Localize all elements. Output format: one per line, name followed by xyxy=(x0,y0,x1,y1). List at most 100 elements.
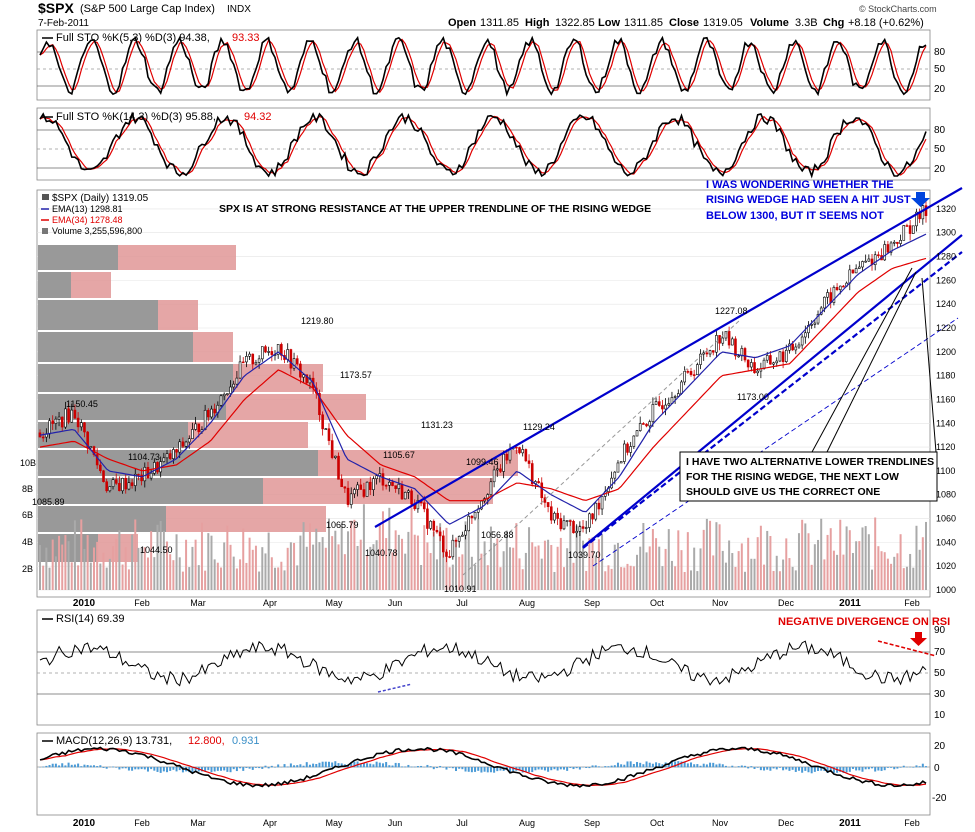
rsi-tick: 90 xyxy=(934,625,946,636)
candle-body xyxy=(892,241,896,244)
candle-body xyxy=(137,473,140,476)
macd-hist-bar xyxy=(401,766,404,768)
candle-body xyxy=(187,438,191,443)
volume-bar xyxy=(493,542,496,590)
volume-bar xyxy=(620,567,623,590)
sto2-tick-20: 20 xyxy=(934,164,946,175)
volume-bar xyxy=(788,558,791,590)
annotation-box-line1: I HAVE TWO ALTERNATIVE LOWER TRENDLINES xyxy=(686,456,934,468)
volume-bar xyxy=(362,504,365,590)
macd-hist-bar xyxy=(435,767,438,769)
candle-body xyxy=(111,479,115,487)
volume-profile-bar xyxy=(193,332,233,362)
volume-bar xyxy=(280,561,283,590)
volume-bar xyxy=(96,541,99,590)
macd-hist-bar xyxy=(99,765,102,768)
volume-bar xyxy=(356,545,359,590)
candle-body xyxy=(454,539,458,542)
macd-hist-bar xyxy=(899,767,902,768)
macd-hist-bar xyxy=(340,763,343,768)
sto1-d-value: 93.33 xyxy=(232,32,260,44)
macd-hist-bar xyxy=(613,765,616,768)
volume-bar xyxy=(159,521,162,590)
x-axis-label: Sep xyxy=(584,598,600,608)
candle-body xyxy=(835,287,839,291)
macd-hist-bar xyxy=(54,763,57,768)
macd-hist-bar xyxy=(388,765,391,768)
candle-body xyxy=(203,409,207,430)
volume-bar xyxy=(226,525,229,590)
candle-body xyxy=(762,359,766,369)
sto2-panel: Full STO %K(14,3) %D(3) 95.88, 94.32 80 … xyxy=(36,107,946,181)
price-label: 1173.57 xyxy=(340,370,372,380)
candle-body xyxy=(492,469,496,483)
candle-body xyxy=(642,423,645,425)
candle-body xyxy=(232,383,236,388)
volume-bar xyxy=(677,530,680,590)
volume-bar xyxy=(64,535,67,590)
volume-bar xyxy=(886,558,889,590)
volume-bar xyxy=(594,555,597,590)
candle-body xyxy=(140,474,143,482)
macd-hist-bar xyxy=(832,767,835,773)
candle-body xyxy=(638,423,642,431)
macd-hist-bar xyxy=(921,763,924,768)
candle-body xyxy=(359,484,363,490)
macd-hist-bar xyxy=(896,767,899,769)
candle-body xyxy=(292,358,296,369)
candle-body xyxy=(349,493,353,505)
candle-body xyxy=(368,481,372,490)
volume-profile-bar xyxy=(38,364,233,392)
volume-bar xyxy=(223,542,226,590)
candle-body xyxy=(235,377,239,385)
x-axis-label: Feb xyxy=(904,818,920,828)
macd-hist-bar xyxy=(159,767,162,773)
macd-hist-bar xyxy=(655,762,658,768)
sto2-label: Full STO %K(14,3) %D(3) 95.88, xyxy=(56,111,216,123)
price-axis-tick: 1300 xyxy=(936,228,956,238)
macd-hist-bar xyxy=(639,762,642,768)
macd-hist-bar xyxy=(127,767,130,771)
volume-bar xyxy=(597,539,600,590)
candle-body xyxy=(597,502,601,510)
candle-body xyxy=(105,481,108,492)
candle-body xyxy=(911,225,915,234)
volume-bar xyxy=(197,565,200,590)
macd-hist-bar xyxy=(658,763,661,768)
volume-bar xyxy=(524,552,527,590)
macd-hist-bar xyxy=(229,767,232,773)
volume-bar xyxy=(743,571,746,590)
volume-bar xyxy=(420,565,423,590)
volume-bar xyxy=(547,539,550,590)
macd-hist-bar xyxy=(404,766,407,768)
volume-bar xyxy=(499,567,502,590)
candle-body xyxy=(559,518,563,530)
macd-hist-bar xyxy=(350,762,353,768)
candle-body xyxy=(270,351,274,355)
macd-tick: 20 xyxy=(934,741,946,752)
macd-hist-bar xyxy=(239,767,242,769)
price-axis-tick: 1180 xyxy=(936,371,955,381)
volume-bar xyxy=(848,530,851,590)
candle-body xyxy=(238,361,242,379)
macd-hist-bar xyxy=(670,761,673,768)
candle-body xyxy=(540,482,544,499)
candle-body xyxy=(530,463,534,485)
volume-bar xyxy=(820,518,823,590)
volume-bar xyxy=(794,570,797,590)
legend-ema13: EMA(13) 1298.81 xyxy=(52,204,123,214)
price-label: 1056.88 xyxy=(481,530,514,540)
macd-hist-bar xyxy=(813,767,816,772)
volume-bar xyxy=(347,531,350,590)
macd-hist-bar xyxy=(604,766,607,768)
macd-hist-bar xyxy=(461,767,464,770)
x-axis-label: Dec xyxy=(778,598,795,608)
macd-hist-bar xyxy=(131,767,134,771)
macd-hist-bar xyxy=(623,764,626,768)
x-axis-label: 2010 xyxy=(73,818,96,829)
chart-date: 7-Feb-2011 xyxy=(38,18,89,29)
volume-bar xyxy=(655,538,658,590)
macd-hist-bar xyxy=(632,763,635,768)
volume-bar xyxy=(639,546,642,590)
candle-body xyxy=(775,360,779,364)
